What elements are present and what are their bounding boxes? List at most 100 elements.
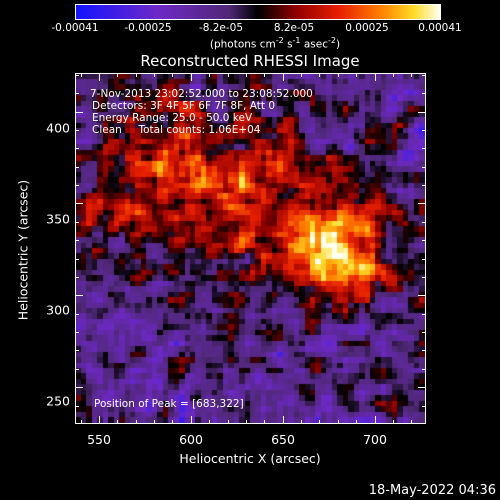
- tick-mark: [319, 73, 321, 77]
- x-axis-label: Heliocentric X (arcsec): [179, 451, 321, 466]
- tick-mark: [245, 73, 247, 77]
- tick-mark: [422, 313, 426, 315]
- heatmap-image: [76, 74, 425, 423]
- tick-mark: [172, 420, 174, 424]
- tick-mark: [356, 420, 358, 424]
- tick-mark: [422, 350, 426, 352]
- tick-mark: [245, 420, 247, 424]
- tick-mark: [98, 73, 100, 81]
- clean-counts-label: Clean Total counts: 1.06E+04: [92, 124, 261, 136]
- tick-mark: [135, 420, 137, 424]
- tick-mark: [80, 420, 82, 424]
- tick-mark: [422, 258, 426, 260]
- tick-mark: [75, 258, 79, 260]
- tick-mark: [422, 368, 426, 370]
- tick-mark: [337, 73, 339, 77]
- peak-position-label: Position of Peak = [683,322]: [94, 398, 244, 410]
- y-tick-label: 300: [46, 302, 70, 318]
- tick-mark: [418, 203, 426, 205]
- tick-mark: [282, 416, 284, 424]
- tick-mark: [374, 73, 376, 81]
- tick-mark: [75, 185, 79, 187]
- colorbar-tick: -0.00041: [51, 22, 99, 34]
- detectors-label: Detectors: 3F 4F 5F 6F 7F 8F, Att 0: [92, 100, 276, 112]
- time-range-label: 7-Nov-2013 23:02:52.000 to 23:08:52.000: [90, 88, 313, 100]
- tick-mark: [135, 73, 137, 77]
- tick-mark: [75, 387, 83, 389]
- tick-mark: [75, 129, 79, 131]
- tick-mark: [172, 73, 174, 77]
- tick-mark: [301, 73, 303, 77]
- tick-mark: [75, 405, 79, 407]
- tick-mark: [418, 111, 426, 113]
- tick-mark: [75, 74, 79, 76]
- energy-range-label: Energy Range: 25.0 - 50.0 keV: [92, 112, 253, 124]
- tick-mark: [319, 420, 321, 424]
- tick-mark: [422, 129, 426, 131]
- tick-mark: [422, 166, 426, 168]
- tick-mark: [422, 148, 426, 150]
- tick-mark: [117, 73, 119, 77]
- rhessi-image-plot: 7-Nov-2013 23:02:52.000 to 23:08:52.000 …: [75, 73, 426, 424]
- tick-mark: [411, 420, 413, 424]
- y-tick-label: 350: [46, 211, 70, 227]
- tick-mark: [282, 73, 284, 81]
- tick-mark: [392, 73, 394, 77]
- tick-mark: [80, 73, 82, 77]
- tick-mark: [75, 148, 79, 150]
- tick-mark: [75, 203, 83, 205]
- tick-mark: [154, 420, 156, 424]
- tick-mark: [422, 185, 426, 187]
- tick-mark: [374, 416, 376, 424]
- tick-mark: [117, 420, 119, 424]
- y-axis-label: Heliocentric Y (arcsec): [15, 179, 31, 321]
- tick-mark: [190, 416, 192, 424]
- tick-mark: [392, 420, 394, 424]
- tick-mark: [154, 73, 156, 77]
- y-tick-label: 250: [46, 393, 70, 409]
- tick-mark: [98, 416, 100, 424]
- colorbar-tick: -0.00025: [124, 22, 172, 34]
- tick-mark: [418, 295, 426, 297]
- colorbar-tick: 0.00025: [345, 22, 389, 34]
- render-timestamp: 18-May-2022 04:36: [368, 483, 496, 498]
- colorbar-tick: 0.00041: [418, 22, 462, 34]
- tick-mark: [75, 350, 79, 352]
- tick-mark: [209, 420, 211, 424]
- colorbar-tick: -8.2e-05: [198, 22, 244, 34]
- tick-mark: [301, 420, 303, 424]
- tick-mark: [209, 73, 211, 77]
- colorbar-unit: (photons cm-2 s-1 asec-2): [209, 36, 341, 51]
- tick-mark: [75, 240, 79, 242]
- tick-mark: [422, 93, 426, 95]
- tick-mark: [227, 73, 229, 77]
- tick-mark: [75, 276, 79, 278]
- tick-mark: [264, 420, 266, 424]
- tick-mark: [422, 405, 426, 407]
- tick-mark: [75, 221, 79, 223]
- x-tick-label: 650: [271, 432, 295, 447]
- tick-mark: [227, 420, 229, 424]
- image-title: Reconstructed RHESSI Image: [140, 52, 360, 70]
- colorbar-tick: 8.2e-05: [273, 22, 315, 34]
- tick-mark: [75, 368, 79, 370]
- tick-mark: [422, 240, 426, 242]
- tick-mark: [75, 93, 79, 95]
- tick-mark: [75, 295, 83, 297]
- tick-mark: [411, 73, 413, 77]
- x-tick-label: 550: [87, 432, 111, 447]
- tick-mark: [75, 332, 79, 334]
- tick-mark: [356, 73, 358, 77]
- tick-mark: [422, 332, 426, 334]
- tick-mark: [190, 73, 192, 81]
- tick-mark: [418, 387, 426, 389]
- tick-mark: [422, 74, 426, 76]
- tick-mark: [264, 73, 266, 77]
- tick-mark: [337, 420, 339, 424]
- tick-mark: [75, 166, 79, 168]
- y-tick-label: 400: [46, 120, 70, 136]
- tick-mark: [422, 221, 426, 223]
- tick-mark: [75, 313, 79, 315]
- tick-mark: [75, 111, 83, 113]
- tick-mark: [422, 276, 426, 278]
